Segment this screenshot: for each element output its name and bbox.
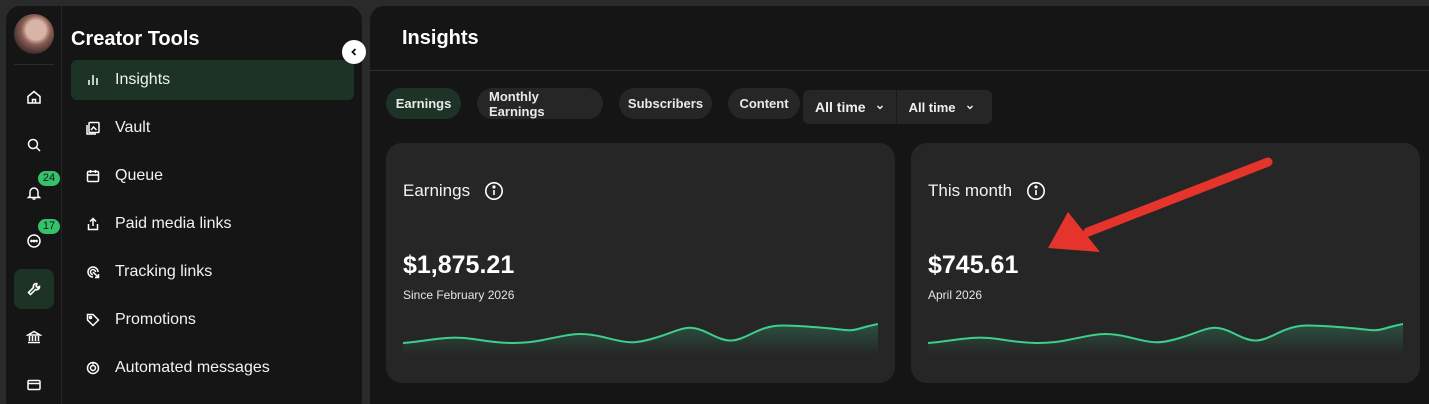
sidebar-item-label: Automated messages <box>115 359 270 376</box>
sidebar-menu: Insights Vault Queue Paid media links Tr… <box>71 60 354 396</box>
earnings-card: Earnings $1,875.21 Since February 2026 <box>386 143 895 383</box>
date-filter-group: All time All time <box>803 90 992 124</box>
card-title: This month <box>928 181 1013 200</box>
sidebar-title: Creator Tools <box>71 28 200 50</box>
search-nav[interactable] <box>14 125 54 165</box>
sidebar-item-automated-messages[interactable]: Automated messages <box>71 348 354 388</box>
earnings-sparkline <box>403 323 878 355</box>
page-title: Insights <box>402 27 479 49</box>
bank-icon <box>26 330 42 344</box>
vault-icon <box>85 120 101 136</box>
wrench-icon <box>27 282 41 296</box>
chevron-down-icon <box>876 105 883 110</box>
sidebar-item-label: Tracking links <box>115 263 213 280</box>
chevron-down-icon <box>966 105 973 110</box>
sidebar-item-label: Paid media links <box>115 215 232 232</box>
tab-earnings[interactable]: Earnings <box>386 88 461 119</box>
range-primary-label: All time <box>815 99 866 115</box>
this-month-sparkline <box>928 323 1403 355</box>
bell-icon <box>26 187 42 200</box>
notifications-nav[interactable]: 24 <box>14 171 60 213</box>
card-header: Earnings <box>403 181 504 201</box>
card-subtitle: April 2026 <box>928 288 983 302</box>
card-value: $1,875.21 <box>403 251 515 279</box>
rail-divider <box>14 64 54 65</box>
sidebar-item-insights[interactable]: Insights <box>71 60 354 100</box>
tab-subscribers[interactable]: Subscribers <box>619 88 712 119</box>
calendar-icon <box>85 168 101 184</box>
info-icon[interactable] <box>484 181 504 201</box>
card-subtitle: Since February 2026 <box>403 288 515 302</box>
main-content: Insights Earnings Monthly Earnings Subsc… <box>370 6 1429 404</box>
messages-badge: 17 <box>38 219 60 234</box>
sidebar-item-queue[interactable]: Queue <box>71 156 354 196</box>
card-title: Earnings <box>403 181 471 200</box>
chat-icon <box>27 234 41 248</box>
tab-monthly-earnings[interactable]: Monthly Earnings <box>477 88 603 119</box>
share-icon <box>85 216 101 232</box>
card-value: $745.61 <box>928 251 1019 279</box>
info-icon[interactable] <box>1026 181 1046 201</box>
creator-tools-nav[interactable] <box>14 269 54 309</box>
messages-nav[interactable]: 17 <box>14 219 60 261</box>
sidebar-item-label: Insights <box>115 71 171 88</box>
tab-content[interactable]: Content <box>728 88 800 119</box>
icon-rail: 24 17 <box>6 6 62 404</box>
bar-chart-icon <box>85 72 101 88</box>
tracking-icon <box>85 264 101 280</box>
sidebar-item-label: Promotions <box>115 311 196 328</box>
this-month-card: This month $745.61 April 2026 <box>911 143 1420 383</box>
sidebar-item-label: Vault <box>115 119 151 136</box>
home-nav[interactable] <box>14 77 54 117</box>
sidebar-item-label: Queue <box>115 167 164 184</box>
tag-icon <box>85 312 101 328</box>
left-panel: 24 17 Creator Tools Insights Vault Queue <box>6 6 362 404</box>
range-secondary-label: All time <box>908 99 956 115</box>
collapse-sidebar-button[interactable] <box>342 40 366 64</box>
range-dropdown-secondary[interactable]: All time <box>895 90 986 124</box>
avatar[interactable] <box>14 14 54 54</box>
sidebar-item-paid-media-links[interactable]: Paid media links <box>71 204 354 244</box>
card-icon <box>27 379 41 391</box>
range-dropdown-primary[interactable]: All time <box>803 90 896 124</box>
bank-nav[interactable] <box>14 317 54 357</box>
sidebar-item-vault[interactable]: Vault <box>71 108 354 148</box>
notifications-badge: 24 <box>38 171 60 186</box>
chevron-left-icon <box>351 48 357 56</box>
sidebar-item-tracking-links[interactable]: Tracking links <box>71 252 354 292</box>
home-icon <box>27 90 41 104</box>
card-nav[interactable] <box>14 365 54 404</box>
card-header: This month <box>928 181 1046 201</box>
search-icon <box>27 138 41 152</box>
automation-icon <box>85 360 101 376</box>
sidebar-item-promotions[interactable]: Promotions <box>71 300 354 340</box>
header-divider <box>370 70 1429 71</box>
